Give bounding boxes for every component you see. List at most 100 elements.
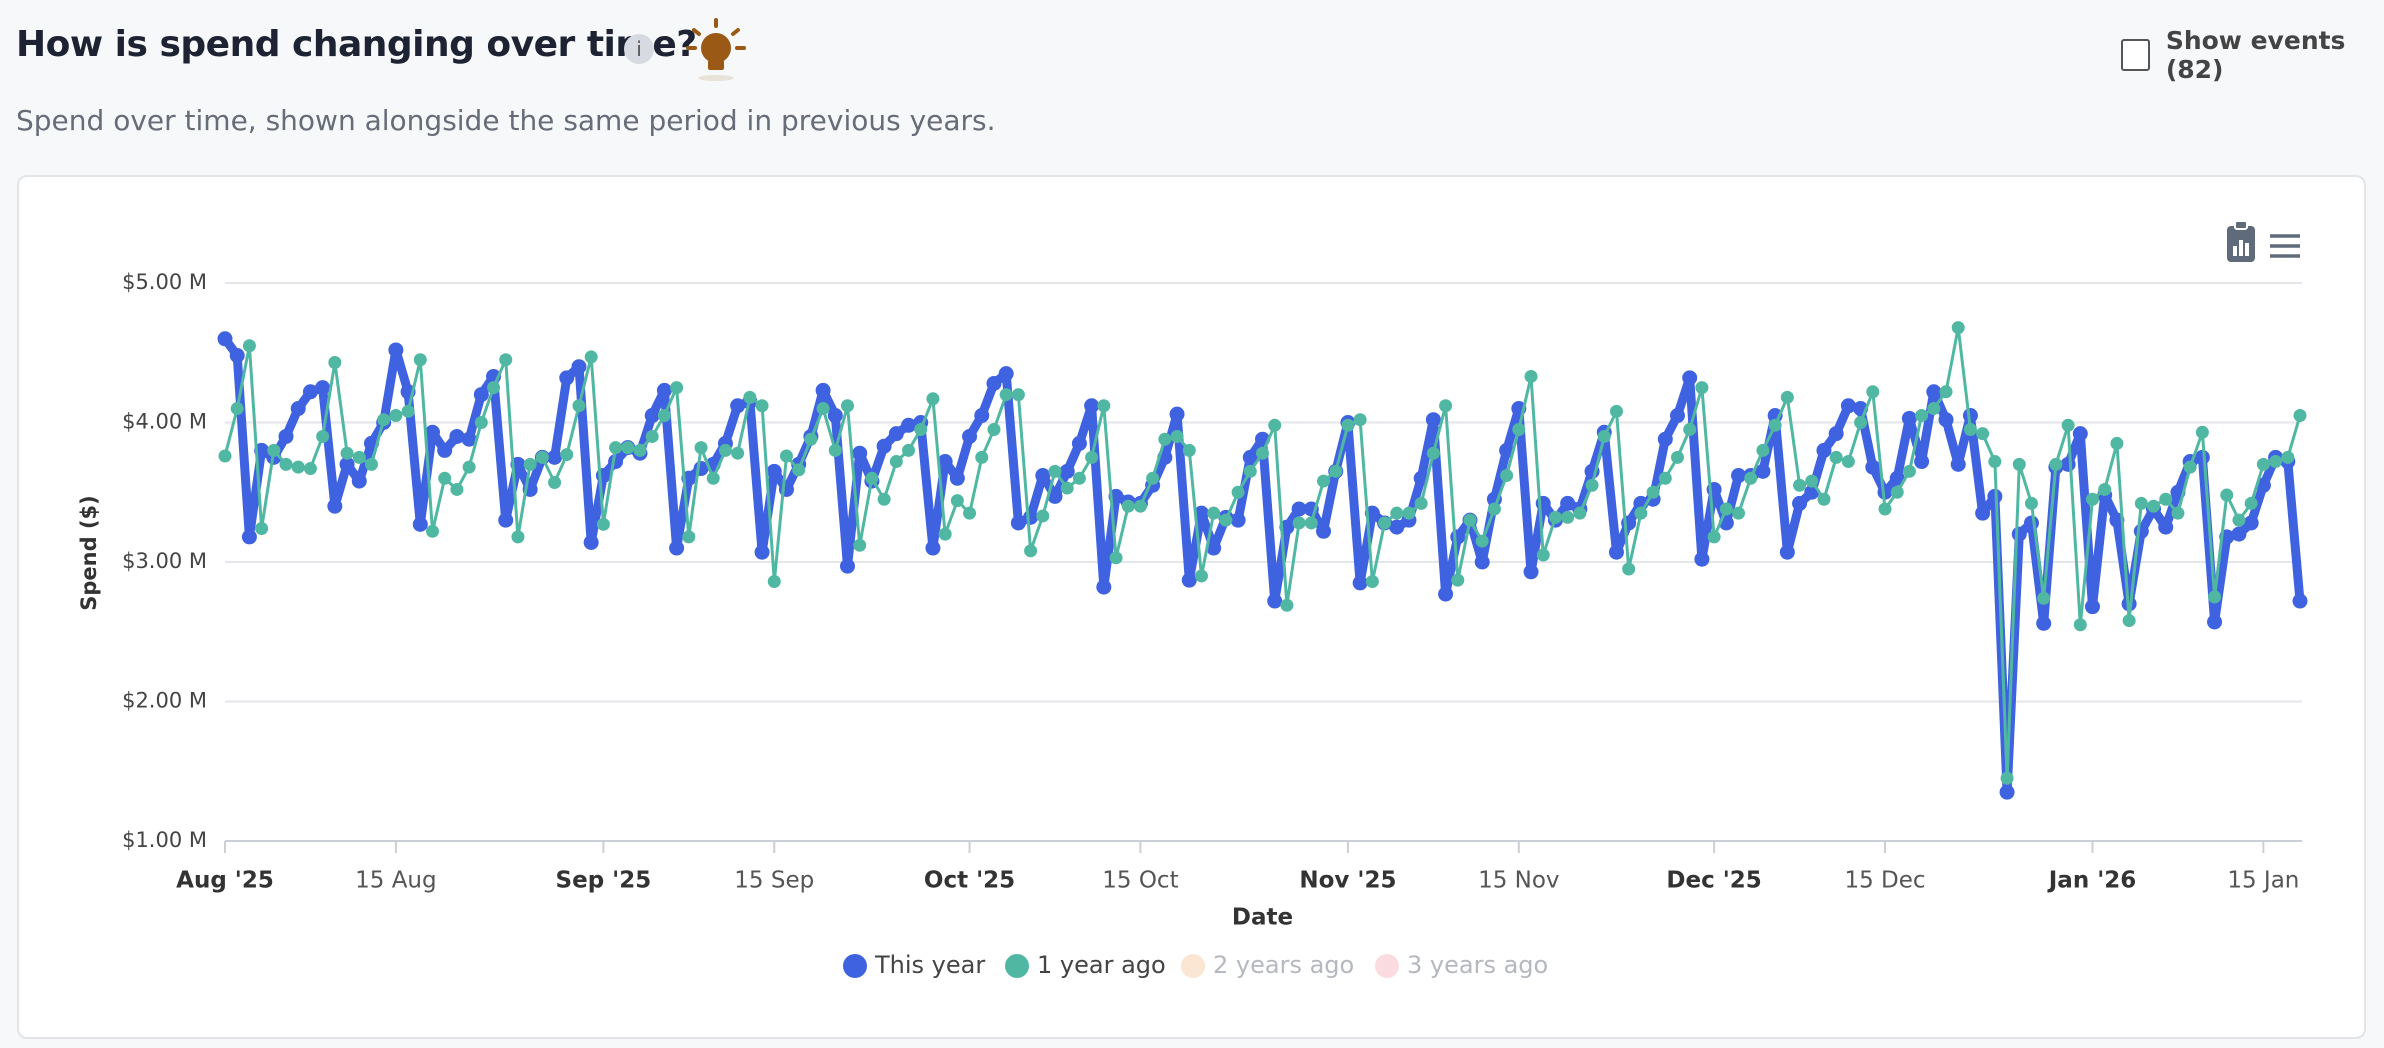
point [487, 381, 501, 395]
show-events[interactable]: Show events (82) [2121, 26, 2384, 84]
x-tick-label: Dec '25 [1666, 868, 1761, 894]
legend-item[interactable]: 1 year ago [1005, 951, 1166, 979]
point [1816, 442, 1832, 458]
point [963, 506, 977, 520]
point [1707, 530, 1721, 544]
legend-item[interactable]: 3 years ago [1375, 951, 1548, 979]
point [1988, 455, 2002, 469]
series [217, 331, 2308, 800]
point [1915, 409, 1929, 423]
point [766, 463, 782, 479]
point [1291, 501, 1307, 517]
point [1109, 551, 1123, 565]
point [889, 455, 903, 469]
point [2086, 492, 2099, 506]
point [645, 429, 659, 443]
point [1585, 478, 1599, 492]
point [1316, 523, 1332, 539]
point [1304, 516, 1318, 530]
point [2171, 506, 2185, 520]
point [2194, 449, 2210, 465]
point [1805, 474, 1819, 488]
point [1402, 506, 1416, 520]
point [1060, 481, 1074, 495]
clipboard-clip [2234, 220, 2248, 230]
point [1755, 463, 1771, 479]
info-icon[interactable]: i [624, 34, 654, 64]
point [2122, 614, 2136, 628]
point [1121, 499, 1135, 513]
point [241, 529, 257, 545]
point [2255, 477, 2271, 493]
point [1840, 398, 1856, 414]
point [559, 370, 575, 386]
point [876, 438, 892, 454]
point [2159, 492, 2173, 506]
bulb-icon[interactable] [686, 18, 746, 82]
point [1841, 455, 1855, 469]
point [1732, 506, 1746, 520]
point [1938, 412, 1954, 428]
point [1670, 408, 1685, 424]
point [657, 409, 671, 423]
point [2269, 455, 2283, 469]
x-tick-label: 15 Jan [2227, 868, 2299, 894]
point [2110, 436, 2124, 450]
point [498, 512, 514, 528]
checkbox[interactable] [2121, 39, 2150, 71]
toolbar[interactable] [2227, 220, 2300, 262]
point [352, 450, 366, 464]
point [499, 353, 513, 367]
point [1877, 484, 1893, 500]
point [1768, 418, 1782, 432]
point [656, 382, 672, 398]
point [1719, 502, 1733, 516]
point [1951, 321, 1965, 335]
point [2147, 499, 2161, 513]
point [2244, 496, 2258, 510]
point [278, 428, 294, 444]
x-tick-label: 15 Sep [734, 868, 814, 894]
point [1939, 385, 1953, 399]
point [571, 359, 587, 375]
point [413, 353, 427, 367]
point [572, 399, 586, 413]
point [339, 456, 355, 472]
point [547, 449, 563, 465]
point [1256, 446, 1269, 460]
point [473, 387, 489, 403]
menu-icon[interactable] [2270, 234, 2300, 258]
point [1231, 485, 1245, 499]
point [2256, 457, 2270, 471]
point [1193, 505, 1209, 521]
point [1439, 399, 1453, 413]
point [425, 424, 440, 440]
point [1182, 443, 1196, 457]
point [1280, 598, 1294, 612]
point [1963, 422, 1977, 436]
point [315, 380, 331, 396]
point [1500, 469, 1514, 483]
legend-item[interactable]: This year [843, 951, 985, 979]
point [449, 428, 465, 444]
point [1683, 422, 1697, 436]
x-tick-label: 15 Nov [1478, 868, 1559, 894]
point [2232, 513, 2246, 527]
point [255, 522, 269, 536]
point [1194, 569, 1208, 583]
point [1671, 450, 1684, 464]
point [1425, 412, 1441, 428]
point [461, 431, 477, 447]
point [815, 382, 831, 398]
legend-label: 1 year ago [1037, 951, 1166, 979]
point [511, 530, 525, 544]
legend-item[interactable]: 2 years ago [1181, 951, 1354, 979]
point [1036, 509, 1050, 523]
point [962, 428, 978, 444]
point [1071, 435, 1087, 451]
point [1085, 450, 1099, 464]
point [1317, 474, 1331, 488]
point [827, 408, 843, 424]
point [217, 331, 233, 347]
point [949, 470, 965, 486]
